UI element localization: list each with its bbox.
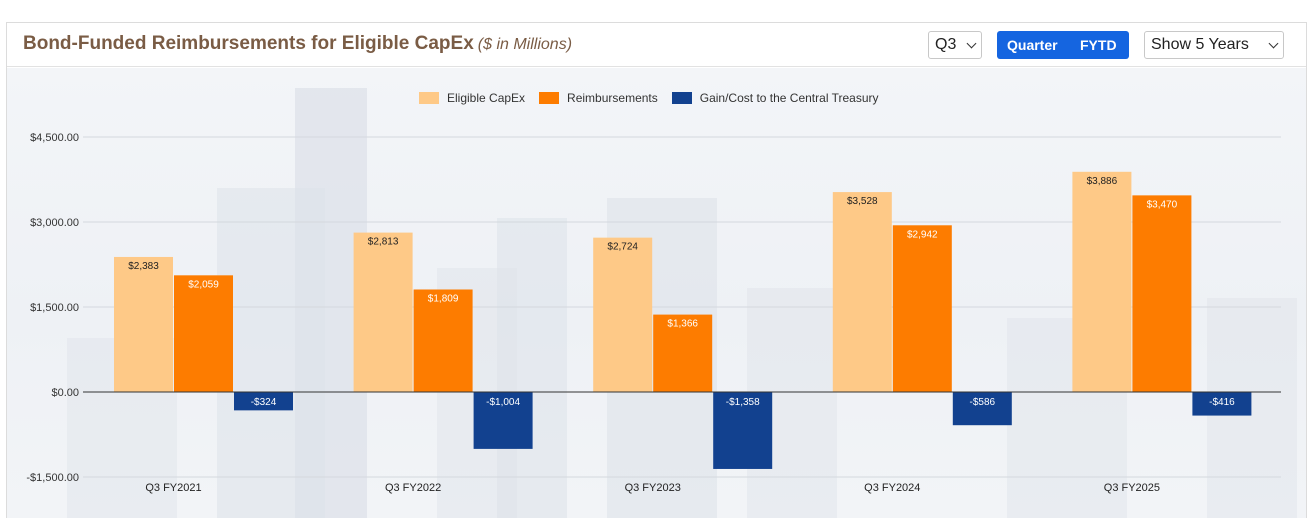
legend-swatch [671, 92, 692, 104]
chevron-down-icon [1268, 38, 1279, 48]
chart-subtitle: ($ in Millions) [477, 36, 573, 53]
legend-label: Reimbursements [567, 91, 658, 105]
chart-legend: Eligible CapEx Reimbursements Gain/Cost … [419, 91, 893, 105]
data-label: $3,470 [1147, 199, 1178, 210]
data-label: -$1,358 [726, 397, 760, 408]
data-label: $2,942 [907, 229, 938, 240]
x-tick-label: Q3 FY2022 [385, 482, 441, 494]
range-select[interactable]: Show 5 Years [1144, 31, 1284, 59]
data-label: -$416 [1209, 397, 1235, 408]
data-label: $2,724 [607, 242, 638, 253]
y-tick-label: -$1,500.00 [26, 472, 79, 484]
bar[interactable] [114, 256, 173, 392]
x-tick-label: Q3 FY2021 [145, 482, 201, 494]
legend-item-eligible[interactable]: Eligible CapEx [419, 91, 525, 105]
bar[interactable] [1132, 195, 1192, 392]
quarter-select[interactable]: Q3 [928, 31, 982, 59]
data-label: -$324 [251, 397, 277, 408]
x-tick-label: Q3 FY2025 [1104, 482, 1160, 494]
chevron-down-icon [966, 38, 977, 48]
data-label: $2,383 [128, 261, 159, 272]
bar[interactable] [653, 314, 713, 392]
bar[interactable] [952, 392, 1012, 426]
bar[interactable] [353, 232, 413, 392]
legend-item-gain[interactable]: Gain/Cost to the Central Treasury [671, 91, 879, 105]
range-select-value: Show 5 Years [1151, 36, 1249, 53]
bar-chart: $4,500.00 $3,000.00 $1,500.00 $0.00 -$1,500.… [26, 132, 1281, 494]
legend-label: Eligible CapEx [447, 91, 526, 105]
quarter-select-value: Q3 [935, 36, 957, 53]
bar[interactable] [832, 192, 892, 392]
bar[interactable] [593, 237, 653, 392]
bar[interactable] [713, 392, 773, 469]
y-tick-label: $3,000.00 [30, 217, 79, 229]
bar[interactable] [892, 225, 952, 392]
bar[interactable] [234, 392, 293, 411]
card-header: Bond-Funded Reimbursements for Eligible … [7, 23, 1306, 67]
x-tick-label: Q3 FY2024 [864, 482, 920, 494]
y-tick-label: $1,500.00 [30, 302, 79, 314]
bar[interactable] [413, 289, 473, 392]
legend-item-reimbursements[interactable]: Reimbursements [539, 91, 658, 105]
chart-title-text: Bond-Funded Reimbursements for Eligible … [23, 33, 474, 54]
data-label: $3,528 [847, 196, 878, 207]
fytd-toggle-button[interactable]: FYTD [1080, 37, 1117, 53]
bar[interactable] [473, 392, 533, 449]
data-label: -$586 [970, 397, 996, 408]
bar[interactable] [174, 275, 233, 392]
data-label: $2,813 [368, 237, 399, 248]
bar[interactable] [1072, 171, 1132, 392]
chart-title: Bond-Funded Reimbursements for Eligible … [23, 33, 572, 55]
period-toggle: Quarter FYTD [997, 31, 1129, 59]
data-label: $2,059 [188, 279, 219, 290]
y-tick-label: $4,500.00 [30, 132, 79, 144]
quarter-toggle-button[interactable]: Quarter [1007, 37, 1058, 53]
data-label: -$1,004 [486, 397, 520, 408]
legend-label: Gain/Cost to the Central Treasury [699, 91, 879, 105]
y-tick-label: $0.00 [51, 387, 79, 399]
plot-area: Eligible CapEx Reimbursements Gain/Cost … [7, 68, 1306, 518]
legend-swatch [539, 92, 560, 104]
data-label: $3,886 [1087, 176, 1118, 187]
data-label: $1,366 [667, 319, 698, 330]
legend-swatch [419, 92, 439, 104]
x-tick-label: Q3 FY2023 [625, 482, 681, 494]
chart-card: Bond-Funded Reimbursements for Eligible … [6, 22, 1307, 518]
bar[interactable] [1192, 392, 1252, 416]
data-label: $1,809 [428, 293, 459, 304]
